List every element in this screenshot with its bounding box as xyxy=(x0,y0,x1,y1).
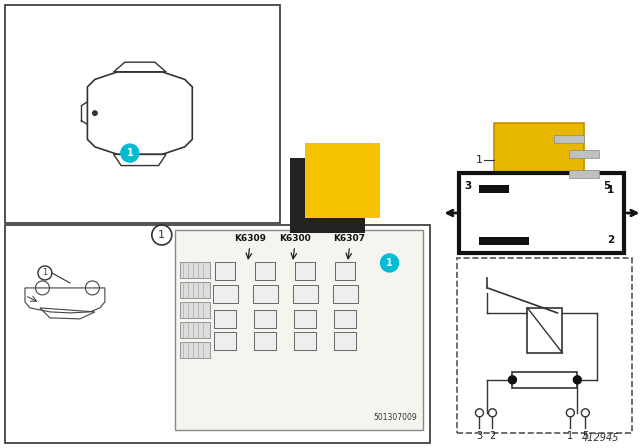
Circle shape xyxy=(93,111,97,116)
Text: 1: 1 xyxy=(158,230,165,240)
Text: 412945: 412945 xyxy=(582,433,620,443)
Bar xyxy=(294,332,316,350)
Bar xyxy=(458,258,632,433)
Circle shape xyxy=(573,376,581,384)
Bar xyxy=(255,262,275,280)
Text: 2: 2 xyxy=(607,235,614,245)
Bar xyxy=(180,322,210,338)
Bar xyxy=(570,150,599,158)
Text: 1: 1 xyxy=(607,185,614,195)
Bar xyxy=(215,262,235,280)
Bar xyxy=(253,310,276,328)
Bar xyxy=(180,302,210,318)
Text: 3: 3 xyxy=(476,431,483,441)
Bar xyxy=(212,285,237,303)
Text: 501307009: 501307009 xyxy=(374,413,417,422)
Circle shape xyxy=(381,254,399,272)
Bar xyxy=(253,332,276,350)
Text: 1: 1 xyxy=(386,258,393,268)
Bar xyxy=(290,158,365,233)
Text: 1: 1 xyxy=(127,148,133,158)
Bar xyxy=(460,173,624,253)
Bar xyxy=(333,332,356,350)
Bar xyxy=(294,262,315,280)
Circle shape xyxy=(508,376,516,384)
Text: K6300: K6300 xyxy=(279,234,310,243)
Text: 5: 5 xyxy=(603,181,610,191)
Text: 5: 5 xyxy=(582,431,588,441)
Bar xyxy=(214,332,236,350)
Bar xyxy=(479,237,529,245)
Bar xyxy=(495,123,584,198)
Text: 3: 3 xyxy=(464,181,471,191)
Bar xyxy=(305,143,380,218)
Bar xyxy=(513,372,577,388)
Bar xyxy=(180,262,210,278)
Bar xyxy=(333,285,358,303)
Bar xyxy=(527,308,563,353)
Text: 1: 1 xyxy=(476,155,483,165)
Text: 1: 1 xyxy=(42,268,47,277)
Bar xyxy=(180,342,210,358)
Bar xyxy=(570,170,599,178)
Circle shape xyxy=(121,144,139,162)
Bar xyxy=(292,285,317,303)
Bar xyxy=(5,225,429,443)
Bar xyxy=(5,5,280,223)
Bar xyxy=(479,185,509,193)
Text: K6307: K6307 xyxy=(333,234,365,243)
Bar xyxy=(294,310,316,328)
Text: 1: 1 xyxy=(567,431,573,441)
Bar xyxy=(335,262,355,280)
Bar xyxy=(253,285,278,303)
Bar xyxy=(333,310,356,328)
Bar xyxy=(175,230,422,430)
Bar xyxy=(214,310,236,328)
Text: 2: 2 xyxy=(490,431,495,441)
Text: K6309: K6309 xyxy=(234,234,266,243)
Bar xyxy=(180,282,210,298)
Bar xyxy=(554,135,584,143)
